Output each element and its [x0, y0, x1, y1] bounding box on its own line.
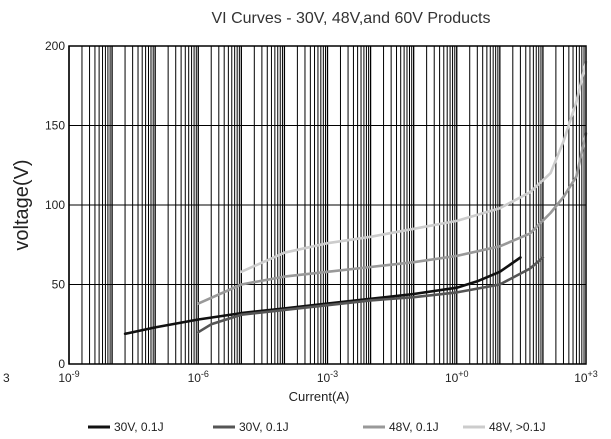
- x-tick-label: 10-3: [317, 369, 338, 385]
- y-tick-label: 150: [45, 119, 65, 133]
- y-tick-label: 200: [45, 39, 65, 53]
- y-ticks: 0 50 100 150 200: [45, 39, 65, 371]
- series-line-1: [197, 256, 545, 334]
- x-tick-label: 10+0: [445, 369, 469, 385]
- x-tick-label: 10-9: [58, 369, 79, 385]
- y-axis-label: voltage(V): [11, 159, 33, 250]
- x-tick-label: 10+3: [574, 369, 598, 385]
- left-margin-fragment: 3: [3, 371, 10, 385]
- x-axis-label: Current(A): [289, 389, 350, 404]
- legend-label-1: 30V, 0.1J: [239, 420, 289, 434]
- legend-label-3: 48V, >0.1J: [489, 420, 546, 434]
- y-tick-label: 100: [45, 198, 65, 212]
- x-tick-label: 10-6: [188, 369, 209, 385]
- series-layer: [123, 60, 588, 336]
- series-line-0: [123, 256, 522, 336]
- series-line-2: [197, 132, 588, 305]
- x-ticks: 10-9 10-6 10-3 10+0 10+3: [58, 369, 598, 385]
- legend-label-0: 30V, 0.1J: [114, 420, 164, 434]
- series-line-3: [240, 60, 588, 274]
- legend: 30V, 0.1J 30V, 0.1J 48V, 0.1J 48V, >0.1J: [88, 420, 546, 434]
- plot-frame: [68, 45, 587, 365]
- y-tick-label: 50: [52, 278, 66, 292]
- chart-title: VI Curves - 30V, 48V,and 60V Products: [212, 10, 491, 27]
- y-tick-label: 0: [58, 357, 65, 371]
- legend-label-2: 48V, 0.1J: [389, 420, 439, 434]
